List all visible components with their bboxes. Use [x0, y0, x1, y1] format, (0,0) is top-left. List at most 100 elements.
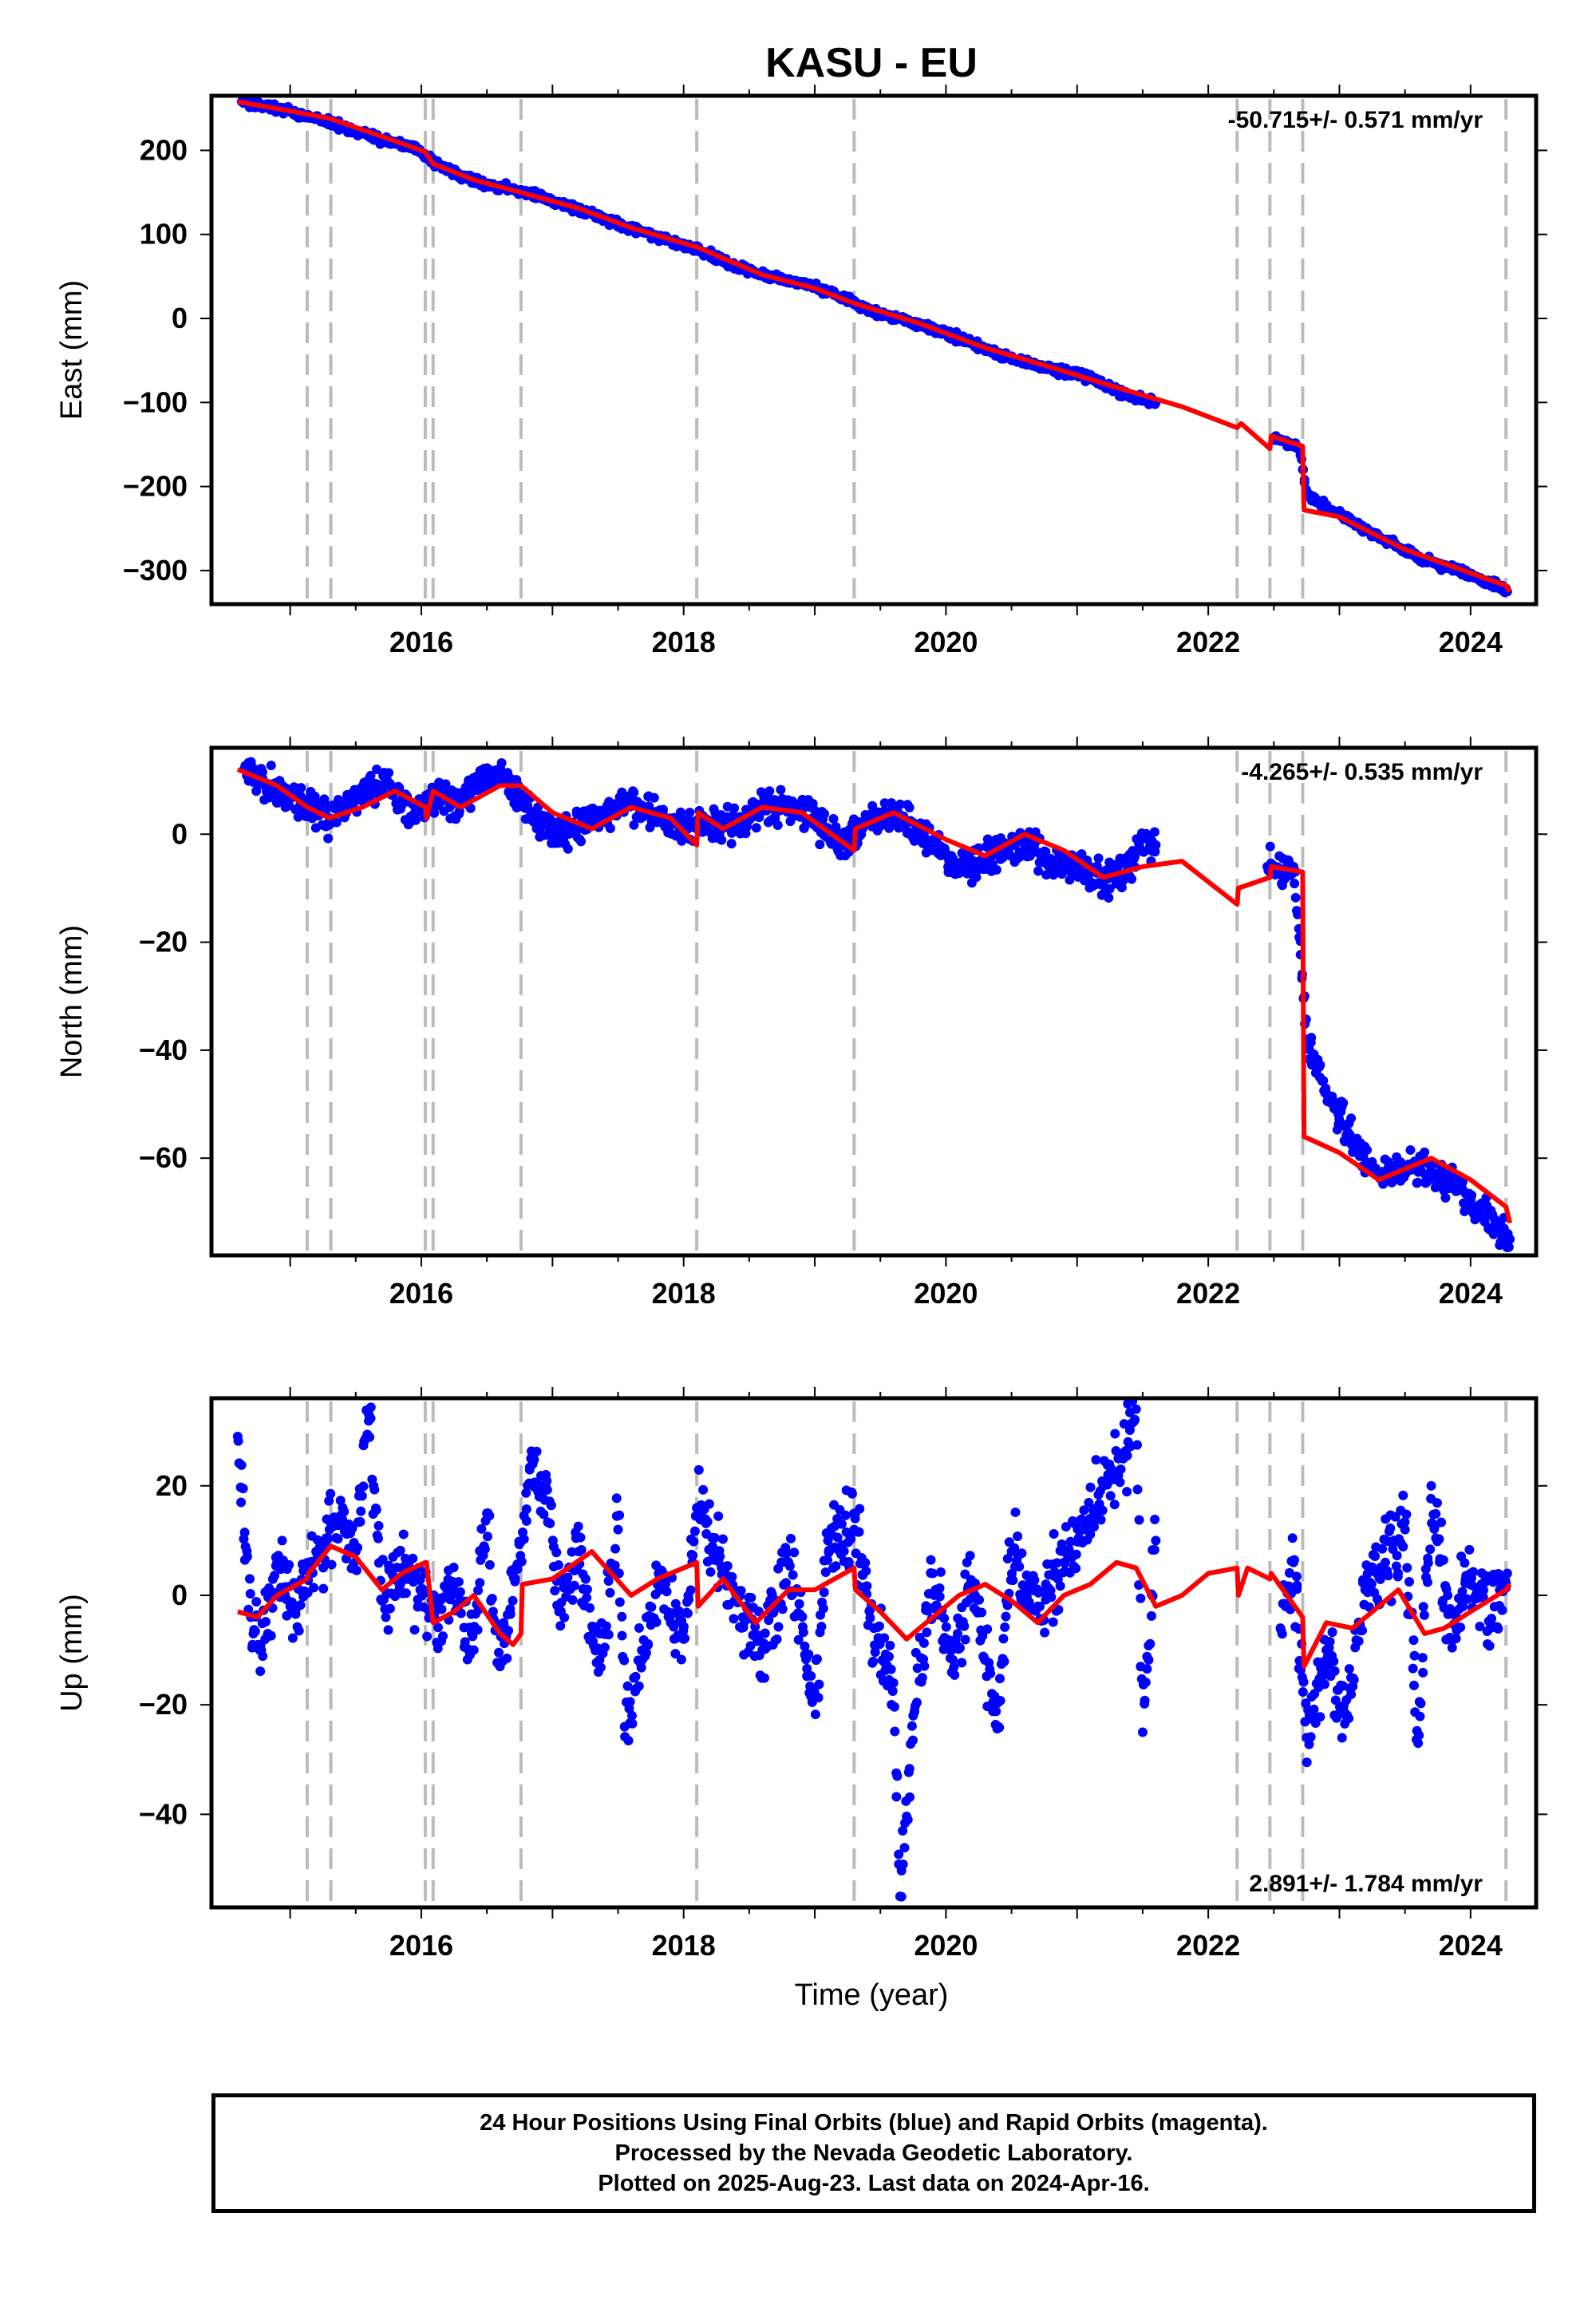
data-point: [296, 783, 306, 793]
x-tick-label: 2018: [652, 1277, 716, 1310]
data-point: [487, 1593, 497, 1603]
y-tick-label: −60: [139, 1141, 188, 1174]
data-point: [1122, 1487, 1132, 1497]
footer-info-box: 24 Hour Positions Using Final Orbits (bl…: [211, 2093, 1536, 2213]
data-point: [982, 1624, 993, 1634]
data-point: [455, 1587, 465, 1597]
data-point: [1119, 1419, 1129, 1429]
data-point: [860, 1558, 871, 1568]
data-point: [1049, 1528, 1059, 1539]
data-point: [831, 1561, 841, 1571]
data-point: [523, 800, 533, 811]
data-point: [377, 1555, 388, 1565]
data-point: [1329, 1656, 1339, 1666]
data-point: [982, 834, 993, 844]
data-point: [318, 1563, 329, 1573]
data-point: [1362, 1145, 1373, 1156]
data-point: [818, 1603, 828, 1614]
data-point: [603, 1630, 614, 1640]
data-point: [682, 1608, 693, 1618]
data-point: [1438, 1555, 1448, 1565]
data-point: [1284, 1581, 1294, 1591]
data-point: [693, 1464, 704, 1475]
data-point: [1443, 1591, 1453, 1601]
data-points: [236, 97, 1512, 598]
model-line: [236, 767, 1513, 1224]
data-point: [998, 1634, 1009, 1644]
data-point: [1300, 1717, 1310, 1727]
data-point: [576, 836, 587, 847]
data-point: [573, 1521, 583, 1531]
data-point: [678, 834, 688, 844]
data-point: [1400, 1516, 1410, 1527]
data-point: [991, 1706, 1001, 1717]
panels: 2016 2018 2020 2022 20242001000−100−200−300E…: [55, 85, 1547, 1962]
data-point: [854, 1527, 864, 1537]
data-point: [504, 1626, 514, 1636]
data-point: [1398, 1541, 1408, 1551]
data-point: [465, 803, 476, 813]
y-axis-label: Up (mm): [55, 1594, 89, 1712]
data-point: [1436, 1517, 1447, 1528]
data-point: [745, 1641, 756, 1651]
data-point: [318, 1583, 329, 1594]
data-point: [1287, 1533, 1298, 1543]
data-point: [468, 1645, 479, 1655]
data-point: [1306, 1033, 1317, 1043]
data-point: [918, 1638, 929, 1648]
data-point: [959, 1621, 970, 1631]
data-point: [661, 1579, 671, 1589]
data-point: [1493, 1623, 1503, 1634]
data-point: [1130, 1414, 1140, 1425]
data-point: [1151, 1535, 1161, 1546]
y-tick-label: −20: [139, 926, 188, 958]
data-point: [957, 1658, 967, 1668]
data-point: [939, 1613, 950, 1623]
x-tick-label: 2018: [652, 626, 716, 658]
footer-line-2: Processed by the Nevada Geodetic Laborat…: [614, 2140, 1133, 2166]
data-point: [1034, 1602, 1045, 1612]
data-point: [1468, 1567, 1479, 1577]
data-point: [865, 1613, 875, 1623]
data-point: [250, 1626, 260, 1637]
data-point: [1091, 1455, 1101, 1465]
data-point: [1398, 1490, 1408, 1500]
data-point: [760, 1673, 770, 1683]
data-point: [521, 1488, 531, 1498]
data-point: [898, 1859, 908, 1869]
data-point: [1150, 1514, 1160, 1524]
data-point: [1033, 866, 1044, 876]
data-point: [1040, 1627, 1050, 1638]
data-point: [883, 1651, 894, 1662]
data-point: [323, 833, 334, 844]
data-point: [986, 1668, 996, 1678]
data-point: [1053, 1604, 1064, 1614]
data-point: [440, 779, 451, 789]
data-point: [816, 1622, 827, 1632]
data-point: [1418, 1602, 1428, 1612]
data-point: [448, 1562, 459, 1572]
data-point: [1008, 1575, 1018, 1586]
data-point: [1327, 1627, 1337, 1638]
data-point: [1315, 1712, 1325, 1722]
data-point: [505, 1609, 516, 1619]
data-point: [965, 1551, 975, 1561]
data-point: [408, 1553, 418, 1563]
data-point: [365, 1402, 376, 1413]
data-point: [753, 1607, 764, 1617]
data-point: [1318, 1076, 1329, 1086]
data-point: [1115, 1477, 1125, 1488]
data-point: [1385, 1523, 1396, 1533]
data-point: [371, 765, 381, 775]
data-point: [1017, 1548, 1027, 1559]
data-point: [918, 829, 929, 840]
data-point: [1146, 1611, 1156, 1621]
data-point: [437, 1604, 447, 1614]
data-point: [861, 1566, 871, 1576]
data-point: [994, 1722, 1005, 1733]
data-point: [952, 1629, 962, 1639]
data-point: [533, 1479, 543, 1489]
data-point: [806, 1670, 816, 1681]
model-line: [237, 1543, 1512, 1670]
data-point: [1404, 1576, 1414, 1587]
